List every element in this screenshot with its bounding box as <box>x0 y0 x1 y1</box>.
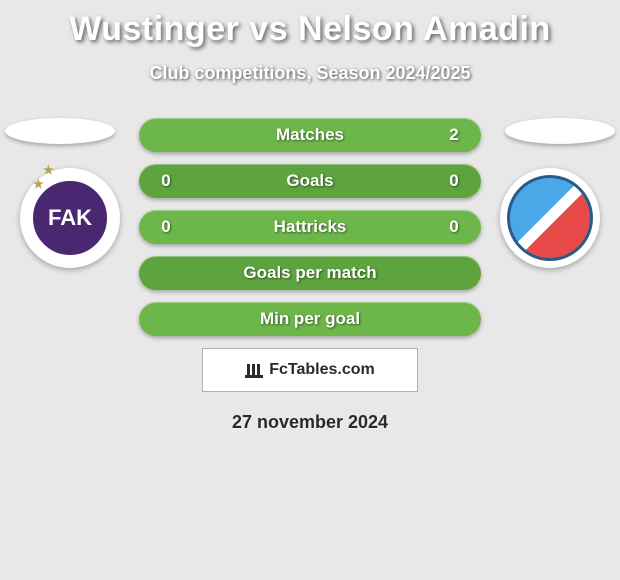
watermark: FcTables.com <box>202 348 418 392</box>
stat-row-goals: 0 Goals 0 <box>139 164 481 198</box>
stat-row-matches: Matches 2 <box>139 118 481 152</box>
stat-row-goals-per-match: Goals per match <box>139 256 481 290</box>
stat-left-value: 0 <box>157 171 175 191</box>
comparison-area: FAK Matches 2 0 Goals 0 0 Hattricks 0 Go… <box>0 118 620 433</box>
right-club-badge <box>500 168 600 268</box>
subtitle: Club competitions, Season 2024/2025 <box>0 63 620 84</box>
left-ellipse-decor <box>5 118 115 144</box>
stat-label: Matches <box>175 125 445 145</box>
stat-right-value: 0 <box>445 171 463 191</box>
stat-row-min-per-goal: Min per goal <box>139 302 481 336</box>
chart-icon <box>245 362 263 378</box>
stat-label: Hattricks <box>175 217 445 237</box>
stats-list: Matches 2 0 Goals 0 0 Hattricks 0 Goals … <box>139 118 481 336</box>
left-club-badge: FAK <box>20 168 120 268</box>
stat-right-value: 2 <box>445 125 463 145</box>
watermark-text: FcTables.com <box>269 361 375 379</box>
page-title: Wustinger vs Nelson Amadin <box>0 0 620 49</box>
left-club-logo: FAK <box>29 177 111 259</box>
stat-left-value: 0 <box>157 217 175 237</box>
right-club-logo <box>507 175 593 261</box>
stat-label: Min per goal <box>175 309 445 329</box>
stat-label: Goals <box>175 171 445 191</box>
stat-label: Goals per match <box>175 263 445 283</box>
right-ellipse-decor <box>505 118 615 144</box>
stat-row-hattricks: 0 Hattricks 0 <box>139 210 481 244</box>
date-text: 27 november 2024 <box>0 412 620 433</box>
stat-right-value: 0 <box>445 217 463 237</box>
